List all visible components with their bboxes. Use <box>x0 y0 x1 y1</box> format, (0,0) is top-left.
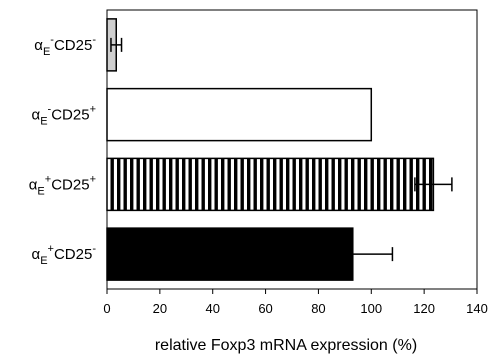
x-axis: 0 20 40 60 80 100 120 140 <box>103 289 488 316</box>
x-tick-label-60: 60 <box>258 301 272 316</box>
error-bar-4 <box>312 247 394 262</box>
category-label-4: αE+CD25- <box>32 243 97 267</box>
bars <box>106 18 435 281</box>
plot-border <box>106 9 478 290</box>
category-labels: αE-CD25- αE-CD25+ αE+CD25+ αE+CD25- <box>29 34 97 267</box>
x-tick-label-140: 140 <box>466 301 488 316</box>
plot-area <box>106 9 478 290</box>
error-bars <box>110 37 453 262</box>
category-label-2: αE-CD25+ <box>32 104 96 128</box>
error-bar-3 <box>414 177 453 192</box>
error-bar-1 <box>110 37 123 52</box>
x-tick-label-20: 20 <box>153 301 167 316</box>
x-axis-title: relative Foxp3 mRNA expression (%) <box>155 337 417 354</box>
x-tick-label-100: 100 <box>360 301 382 316</box>
bar-3 <box>106 157 435 212</box>
x-tick-label-40: 40 <box>205 301 219 316</box>
bar-2 <box>106 87 373 142</box>
x-tick-label-0: 0 <box>103 301 110 316</box>
category-label-3: αE+CD25+ <box>29 173 96 197</box>
x-tick-label-80: 80 <box>311 301 325 316</box>
bar-4 <box>106 227 354 281</box>
category-label-1: αE-CD25- <box>34 34 96 58</box>
x-tick-label-120: 120 <box>413 301 435 316</box>
